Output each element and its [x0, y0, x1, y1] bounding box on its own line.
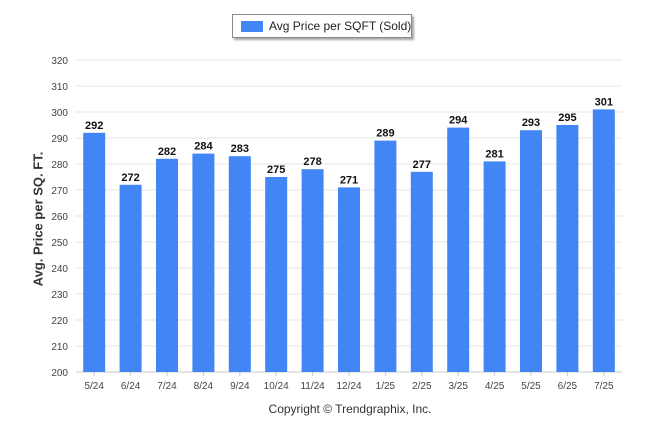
y-tick-label: 260 [51, 212, 68, 223]
y-tick-label: 240 [51, 264, 68, 275]
bar-value-label: 275 [267, 164, 285, 176]
bar-value-label: 278 [303, 156, 321, 168]
x-axis-ticks: 5/24 6/24 7/24 8/24 9/24 10/24 11/24 12/24 1/25 2… [84, 372, 614, 392]
bar [556, 125, 579, 372]
x-tick-label: 4/25 [485, 381, 505, 392]
x-tick-label: 8/24 [194, 381, 214, 392]
y-tick-label: 320 [51, 56, 68, 67]
bar-value-label: 281 [485, 148, 503, 160]
bar-value-label: 282 [158, 146, 176, 158]
y-tick-label: 280 [51, 160, 68, 171]
bar-value-label: 293 [522, 117, 540, 129]
bar-value-label: 272 [121, 172, 139, 184]
bar [338, 187, 360, 372]
y-tick-label: 270 [51, 186, 68, 197]
y-tick-label: 220 [51, 316, 68, 327]
bar [83, 132, 106, 372]
x-tick-label: 12/24 [336, 381, 361, 392]
copyright-text: Copyright © Trendgraphix, Inc. [268, 402, 432, 416]
y-tick-label: 290 [51, 134, 68, 145]
x-tick-label: 5/24 [84, 381, 104, 392]
x-tick-label: 7/24 [157, 381, 177, 392]
bar [265, 177, 288, 372]
bar-value-label: 289 [376, 128, 394, 140]
bar [228, 156, 251, 372]
bar [483, 161, 506, 372]
x-tick-label: 7/25 [594, 381, 614, 392]
y-tick-label: 210 [51, 342, 68, 353]
legend-label: Avg Price per SQFT (Sold) [269, 19, 412, 33]
bar [301, 169, 324, 372]
bar-value-label: 292 [85, 120, 103, 132]
bar-value-label: 283 [231, 143, 249, 155]
bar-value-label: 301 [595, 96, 613, 108]
legend-swatch [241, 21, 263, 32]
x-tick-label: 6/25 [558, 381, 578, 392]
bar [156, 158, 178, 372]
bar-value-label: 277 [413, 159, 431, 171]
bar [119, 184, 142, 372]
y-tick-label: 310 [51, 82, 68, 93]
x-tick-label: 10/24 [264, 381, 289, 392]
y-tick-label: 250 [51, 238, 68, 249]
x-tick-label: 1/25 [376, 381, 396, 392]
x-tick-label: 11/24 [300, 381, 325, 392]
y-tick-label: 200 [51, 368, 68, 379]
bar [447, 127, 470, 372]
bar [192, 153, 215, 372]
y-tick-label: 300 [51, 108, 68, 119]
x-tick-label: 6/24 [121, 381, 141, 392]
bar-value-label: 295 [558, 112, 576, 124]
y-axis-label: Avg. Price per SQ. FT. [30, 151, 46, 287]
x-tick-label: 2/25 [412, 381, 432, 392]
x-tick-label: 3/25 [448, 381, 468, 392]
bars: 292 272 282 284 283 275 278 271 289 277 294 281 293 2… [83, 96, 615, 373]
bar-value-label: 284 [194, 141, 213, 153]
bar [520, 130, 542, 372]
y-tick-label: 230 [51, 290, 68, 301]
bar-value-label: 271 [340, 174, 358, 186]
bar-value-label: 294 [449, 115, 468, 127]
legend: Avg Price per SQFT (Sold) [232, 14, 412, 38]
bar [410, 171, 433, 372]
y-axis-ticks: 200 210 220 230 240 250 260 270 280 290 300 310 320 [51, 56, 68, 379]
bar [374, 140, 397, 372]
x-tick-label: 5/25 [521, 381, 541, 392]
x-tick-label: 9/24 [230, 381, 250, 392]
bar [592, 109, 615, 373]
